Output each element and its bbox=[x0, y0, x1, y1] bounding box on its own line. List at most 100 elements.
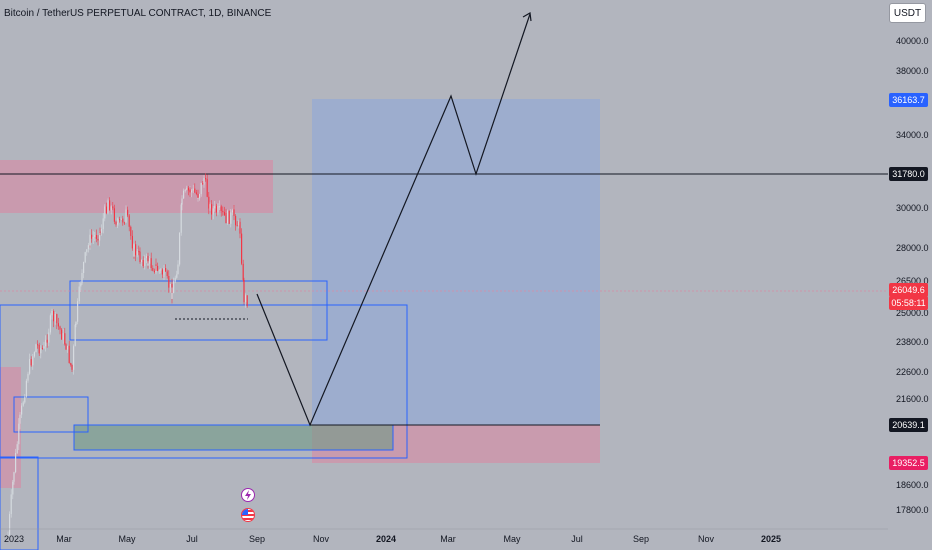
candle-body bbox=[56, 314, 58, 324]
candle-body bbox=[133, 244, 135, 257]
candle-body bbox=[227, 210, 229, 224]
candle-body bbox=[192, 188, 194, 191]
price-tick: 30000.0 bbox=[896, 203, 929, 213]
projection-path[interactable] bbox=[256, 13, 531, 427]
candle-body bbox=[150, 258, 152, 268]
supply-zone-left[interactable] bbox=[0, 367, 21, 488]
candle-body bbox=[102, 218, 104, 230]
candle-body bbox=[16, 444, 18, 453]
range-box-lower[interactable] bbox=[0, 456, 39, 550]
candle-body bbox=[233, 209, 235, 216]
candle-body bbox=[37, 344, 39, 346]
candle-body bbox=[62, 333, 64, 340]
candle-body bbox=[94, 235, 96, 237]
candle-body bbox=[123, 222, 125, 224]
candle-body bbox=[57, 323, 59, 327]
candle-body bbox=[131, 235, 133, 249]
candle-body bbox=[197, 193, 199, 199]
candle-body bbox=[9, 514, 11, 535]
candle-body bbox=[117, 222, 119, 225]
candle-body bbox=[147, 255, 149, 266]
time-tick: Nov bbox=[698, 534, 714, 544]
candle-body bbox=[246, 295, 248, 306]
candle-body bbox=[109, 200, 111, 211]
candle-body bbox=[200, 182, 202, 195]
time-tick: 2024 bbox=[376, 534, 396, 544]
entry-price-label: 20639.1 bbox=[889, 418, 928, 432]
candle-body bbox=[43, 346, 45, 349]
lightning-event-icon[interactable] bbox=[241, 488, 255, 502]
time-tick-label: May bbox=[503, 534, 521, 544]
time-tick-label: Nov bbox=[697, 534, 715, 544]
price-tick: 34000.0 bbox=[896, 130, 929, 140]
candle-body bbox=[157, 265, 159, 271]
candle-body bbox=[161, 269, 163, 275]
candle-body bbox=[27, 373, 29, 381]
candle-body bbox=[22, 402, 24, 406]
candle-body bbox=[13, 472, 15, 482]
candle-body bbox=[122, 218, 124, 223]
candle-body bbox=[236, 225, 238, 227]
time-tick: Jul bbox=[571, 534, 583, 544]
candle-body bbox=[171, 293, 173, 299]
supply-zone-upper[interactable] bbox=[0, 160, 273, 213]
candle-body bbox=[107, 202, 109, 214]
candle-body bbox=[10, 494, 12, 514]
candle-body bbox=[212, 208, 214, 215]
candle-body bbox=[68, 345, 70, 363]
candle-body bbox=[29, 359, 31, 374]
candle-body bbox=[87, 245, 89, 250]
candle-body bbox=[61, 329, 63, 340]
candle-body bbox=[211, 204, 213, 215]
range-box-upper[interactable] bbox=[69, 280, 328, 341]
candle-body bbox=[181, 198, 183, 205]
candle-body bbox=[24, 396, 26, 403]
candle-body bbox=[30, 359, 32, 366]
candle-body bbox=[217, 206, 219, 213]
price-tick: 40000.0 bbox=[896, 36, 929, 46]
range-box-small[interactable] bbox=[13, 396, 89, 433]
us-flag-event-icon[interactable] bbox=[241, 508, 255, 522]
stop-price-label: 19352.5 bbox=[889, 456, 928, 470]
candle-body bbox=[147, 263, 149, 266]
candle-body bbox=[238, 221, 240, 226]
candle-body bbox=[138, 251, 140, 253]
time-tick-label: May bbox=[118, 534, 136, 544]
candle-body bbox=[35, 344, 37, 353]
candle-body bbox=[38, 344, 40, 354]
candle-body bbox=[75, 321, 77, 325]
candle-body bbox=[152, 268, 154, 271]
demand-zone-green[interactable] bbox=[73, 424, 394, 451]
time-tick: Mar bbox=[440, 534, 456, 544]
candle-body bbox=[197, 198, 199, 200]
candle-body bbox=[186, 187, 188, 190]
time-tick-label: 2025 bbox=[760, 534, 782, 544]
candle-body bbox=[51, 311, 53, 316]
candle-body bbox=[64, 333, 66, 345]
time-tick-label: Mar bbox=[56, 534, 72, 544]
candle-body bbox=[160, 269, 162, 271]
candle-body bbox=[81, 273, 83, 284]
currency-button[interactable]: USDT bbox=[889, 3, 926, 23]
time-tick-label: Jul bbox=[186, 534, 198, 544]
price-candles bbox=[7, 173, 248, 538]
candle-body bbox=[206, 179, 208, 197]
candle-body bbox=[239, 221, 241, 234]
candle-body bbox=[7, 534, 9, 536]
time-tick: May bbox=[118, 534, 135, 544]
candle-body bbox=[179, 232, 181, 265]
last-price-label: 26049.6 bbox=[889, 283, 928, 297]
range-box-large[interactable] bbox=[0, 304, 408, 459]
candle-body bbox=[163, 268, 165, 278]
candle-body bbox=[70, 363, 72, 365]
time-tick-label: Sep bbox=[632, 534, 650, 544]
candle-body bbox=[48, 332, 50, 343]
candle-body bbox=[209, 204, 211, 209]
candle-body bbox=[54, 314, 56, 322]
candle-body bbox=[46, 339, 48, 343]
long-position-target-zone[interactable] bbox=[312, 99, 600, 425]
candle-body bbox=[243, 279, 245, 303]
candle-body bbox=[230, 212, 232, 224]
candle-body bbox=[59, 326, 61, 330]
